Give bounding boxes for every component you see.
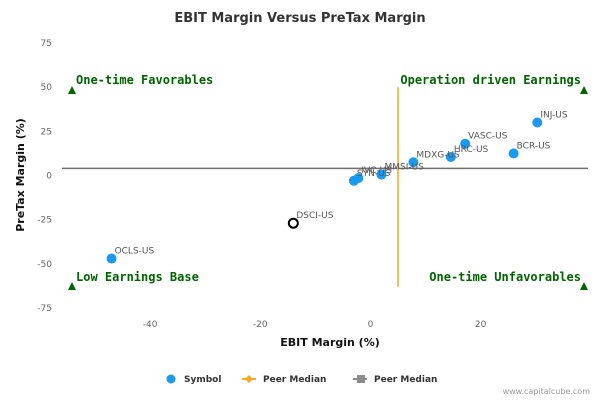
quadrant-triangle-marker — [580, 282, 588, 290]
data-points: INJ-US VASC-US HRC-US BCR-US MDXG-US IVC-USMM… — [106, 111, 568, 264]
data-point — [532, 117, 543, 128]
chart-title: EBIT Margin Versus PreTax Margin — [174, 11, 425, 26]
legend-symbol-marker — [166, 374, 176, 384]
x-tick-label: 0 — [368, 320, 374, 330]
x-tick-label: -40 — [143, 320, 158, 330]
data-point-label: HRC-US — [454, 145, 489, 155]
quadrant-label-bottom-left: Low Earnings Base — [76, 270, 199, 284]
data-point-label: INJ-US — [540, 111, 568, 121]
y-tick-label: -50 — [37, 260, 52, 270]
data-point-label: VASC-US — [468, 132, 508, 142]
median-lines — [62, 87, 588, 287]
y-tick-label: -75 — [37, 304, 52, 314]
quadrant-label-bottom-right: One-time Unfavorables — [429, 270, 581, 284]
data-point-label: BCR-US — [517, 141, 551, 151]
data-point — [106, 253, 117, 264]
legend-label: Peer Median — [263, 375, 326, 385]
quadrant-triangle-marker — [68, 86, 76, 94]
legend-peer-median-marker — [357, 375, 365, 383]
data-point-label: OCLS-US — [115, 247, 155, 257]
x-axis-title: EBIT Margin (%) — [280, 336, 380, 349]
y-tick-label: 0 — [46, 172, 52, 182]
data-point — [348, 175, 359, 186]
y-tick-label: -25 — [37, 216, 52, 226]
y-tick-label: 75 — [41, 39, 52, 49]
legend-label: Symbol — [184, 375, 221, 385]
data-point — [508, 148, 519, 159]
data-point — [376, 169, 387, 180]
data-point-highlighted — [287, 217, 299, 229]
legend-peer-median-marker — [245, 375, 253, 383]
data-point — [408, 157, 419, 168]
data-point-label: MDXG-US — [416, 150, 460, 160]
quadrant-label-top-left: One-time Favorables — [76, 73, 213, 87]
quadrant-annotations: One-time Favorables Operation driven Earn… — [68, 73, 588, 290]
quadrant-triangle-marker — [580, 86, 588, 94]
data-point — [445, 151, 456, 162]
y-axis-title: PreTax Margin (%) — [14, 118, 27, 232]
legend: Symbol Peer Median Peer Median — [166, 374, 437, 385]
data-point-label: SYN-US — [357, 169, 391, 179]
credit-text: www.capitalcube.com — [503, 387, 591, 396]
y-tick-label: 25 — [41, 127, 52, 137]
data-point-label: MMSI-US — [384, 163, 424, 173]
x-tick-label: -20 — [253, 320, 268, 330]
data-point-label: DSCI-US — [296, 211, 333, 221]
y-tick-label: 50 — [41, 83, 53, 93]
quadrant-triangle-marker — [68, 282, 76, 290]
x-tick-label: 20 — [475, 320, 487, 330]
quadrant-label-top-right: Operation driven Earnings — [400, 73, 581, 87]
tick-labels: 75 50 25 0 -25 -50 -75 -40 -20 0 20 — [37, 39, 486, 330]
data-point — [460, 138, 471, 149]
data-point-label: IVC-US — [361, 166, 392, 176]
legend-label: Peer Median — [374, 375, 437, 385]
